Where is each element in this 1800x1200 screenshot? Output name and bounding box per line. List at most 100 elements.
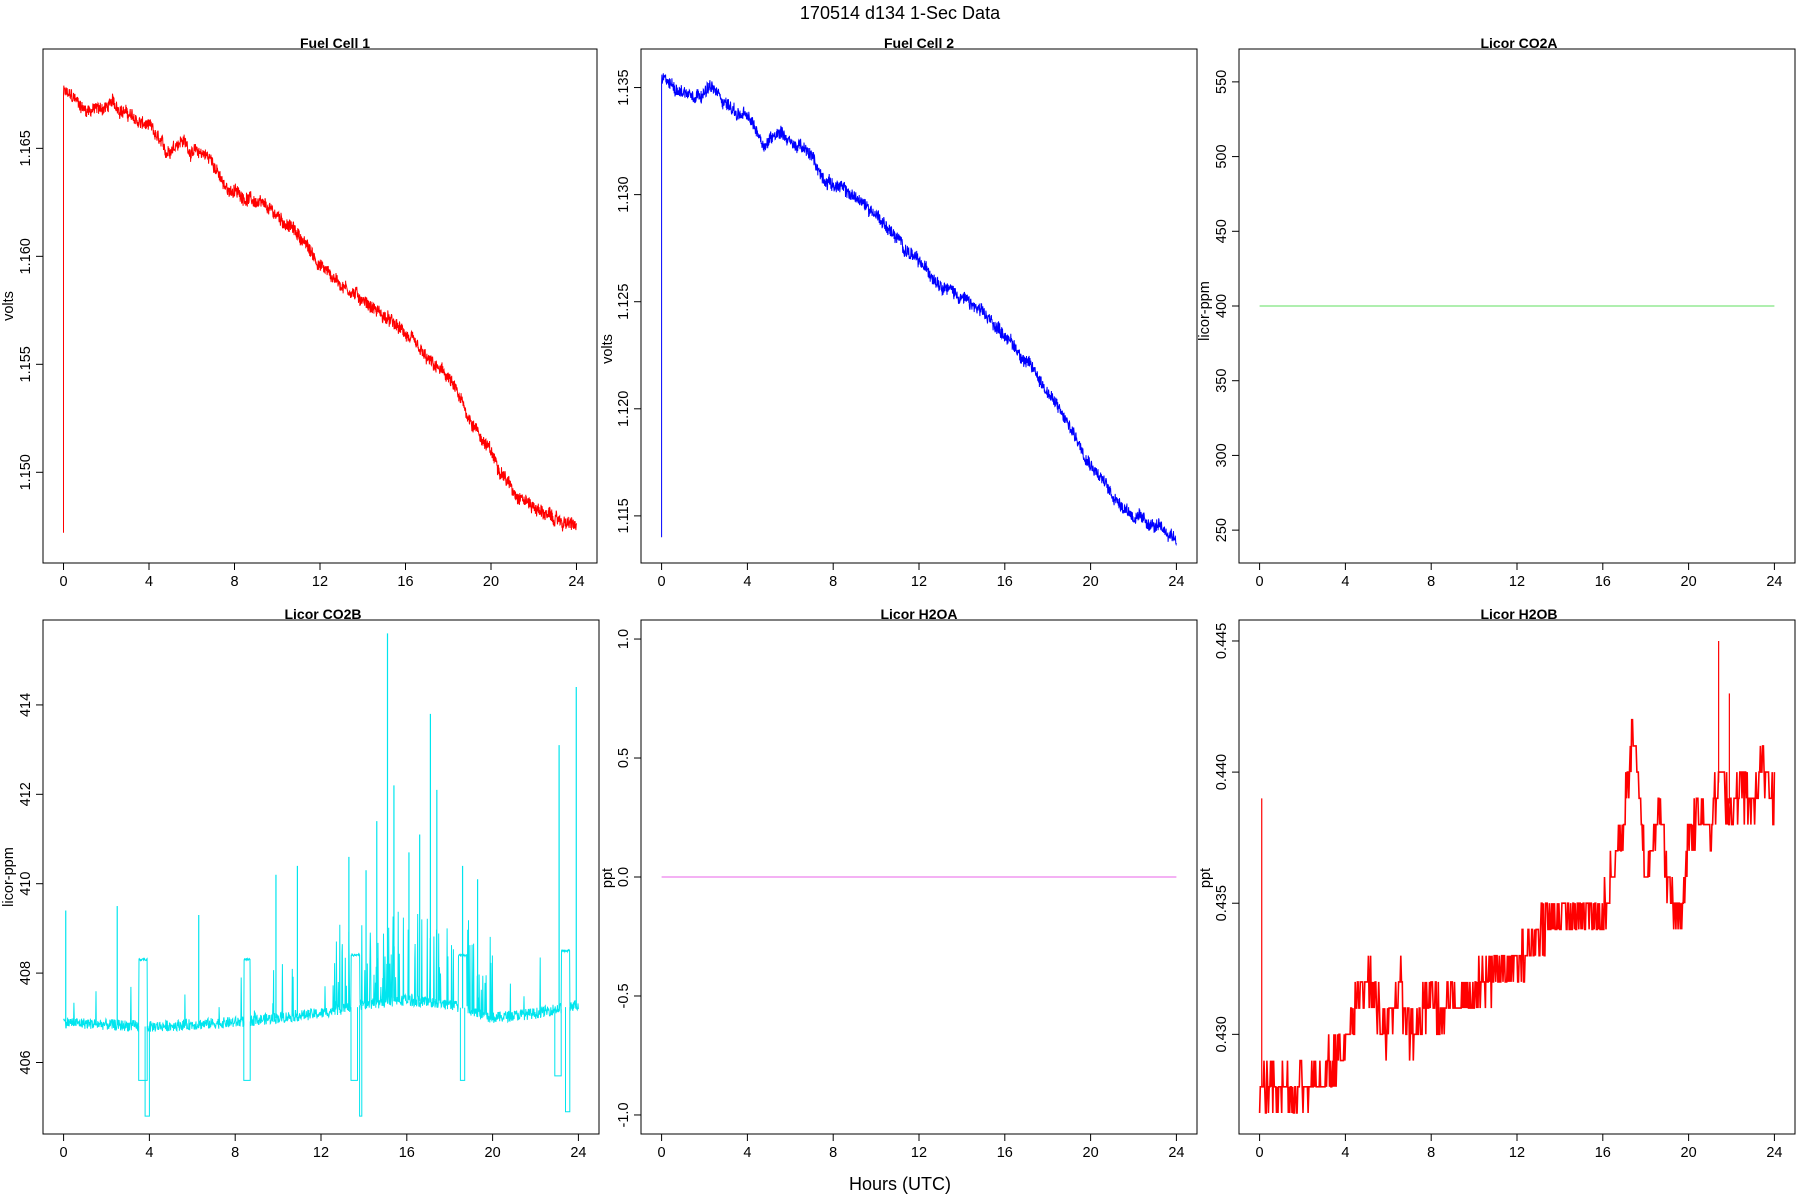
y-tick-label: 450 (1214, 219, 1230, 243)
y-tick-label: 1.130 (616, 176, 632, 212)
y-tick-label: 300 (1214, 443, 1230, 467)
x-tick-label: 24 (1168, 1145, 1184, 1161)
panel-title: Licor H2OA (880, 606, 957, 622)
dip (350, 1007, 358, 1081)
dip (243, 1021, 251, 1081)
y-tick-label: 500 (1214, 144, 1230, 168)
dip (565, 1007, 571, 1113)
y-tick-label: 1.135 (616, 69, 632, 105)
y-tick-label: 410 (18, 872, 34, 896)
y-tick-label: 1.165 (18, 130, 34, 166)
x-tick-label: 0 (1256, 1145, 1264, 1161)
x-tick-label: 4 (1341, 574, 1349, 590)
plot-frame (42, 48, 598, 564)
x-tick-label: 8 (231, 1145, 239, 1161)
x-tick-label: 0 (658, 1145, 666, 1161)
y-tick-label: 350 (1214, 369, 1230, 393)
y-tick-label: 408 (18, 961, 34, 985)
x-tick-label: 12 (911, 574, 927, 590)
plot-frame (640, 48, 1198, 564)
y-axis-label: volts (600, 334, 616, 364)
panel-licor-h2oa: Licor H2OA ppt 0 4 8 12 16 20 24 -1.0 -0.5 0.0 0.5… (600, 606, 1198, 1161)
y-tick-label: 550 (1214, 70, 1230, 94)
y-tick-label: 1.115 (616, 498, 632, 533)
y-tick-label: 406 (18, 1050, 34, 1074)
dip (554, 1009, 562, 1077)
y-tick-label: 0.440 (1214, 754, 1230, 790)
plot-area (1258, 640, 1776, 1114)
x-tick-label: 12 (312, 574, 328, 590)
x-tick-label: 20 (1083, 1145, 1099, 1161)
x-tick-label: 12 (911, 1145, 927, 1161)
y-tick-label: 0.435 (1214, 885, 1230, 921)
y-tick-label: 0.445 (1214, 623, 1230, 659)
x-tick-label: 4 (743, 1145, 751, 1161)
y-tick-label: 1.150 (18, 454, 34, 490)
x-tick-label: 16 (397, 574, 413, 590)
plot-frame (1238, 619, 1796, 1135)
x-tick-label: 20 (1681, 1145, 1697, 1161)
x-tick-label: 20 (1083, 574, 1099, 590)
series-line (63, 85, 577, 533)
x-tick-label: 0 (658, 574, 666, 590)
x-tick-label: 12 (313, 1145, 329, 1161)
x-tick-label: 4 (145, 574, 153, 590)
y-tick-label: -0.5 (616, 983, 632, 1008)
panel-title: Fuel Cell 2 (884, 35, 954, 51)
y-tick-label: 1.120 (616, 391, 632, 427)
y-tick-label: 412 (18, 782, 34, 806)
y-tick-label: 1.155 (18, 346, 34, 382)
y-tick-label: 400 (1214, 294, 1230, 318)
plot-area (63, 85, 577, 533)
y-tick-label: 0.0 (616, 867, 632, 887)
x-tick-label: 24 (1766, 574, 1782, 590)
y-axis-label: licor-ppm (1, 847, 17, 907)
x-tick-label: 8 (829, 1145, 837, 1161)
x-tick-label: 20 (483, 574, 499, 590)
panel-title: Licor H2OB (1480, 606, 1557, 622)
x-tick-label: 12 (1509, 1145, 1525, 1161)
plot-frame (42, 619, 600, 1135)
x-tick-label: 16 (1595, 1145, 1611, 1161)
y-tick-label: 1.160 (18, 238, 34, 274)
plot-area (661, 73, 1177, 547)
y-tick-label: 0.430 (1214, 1016, 1230, 1052)
x-tick-label: 16 (399, 1145, 415, 1161)
x-tick-label: 12 (1509, 574, 1525, 590)
x-axis-label: Hours (UTC) (849, 1174, 951, 1194)
dip (359, 1005, 363, 1117)
x-tick-label: 8 (1427, 574, 1435, 590)
series-line (1258, 718, 1776, 1114)
x-tick-label: 8 (230, 574, 238, 590)
panel-title: Licor CO2B (284, 606, 361, 622)
x-tick-label: 24 (570, 1145, 586, 1161)
dip (459, 1007, 466, 1081)
panel-licor-h2ob: Licor H2OB ppt 0 4 8 12 16 20 24 0.430 0.435 0.44… (1198, 606, 1796, 1161)
x-tick-label: 24 (1766, 1145, 1782, 1161)
x-tick-label: 24 (568, 574, 584, 590)
x-tick-label: 0 (59, 574, 67, 590)
series-line (661, 73, 1177, 547)
y-axis-label: ppt (600, 868, 616, 888)
series-line (63, 911, 579, 1033)
x-tick-label: 16 (997, 574, 1013, 590)
x-tick-label: 16 (1595, 574, 1611, 590)
x-tick-label: 24 (1168, 574, 1184, 590)
y-axis-label: ppt (1198, 868, 1214, 888)
x-tick-label: 4 (145, 1145, 153, 1161)
x-tick-label: 4 (1341, 1145, 1349, 1161)
panel-fuel-cell-2: Fuel Cell 2 volts 0 4 8 12 16 20 24 1.115 1.120 1… (600, 35, 1198, 590)
x-tick-label: 20 (485, 1145, 501, 1161)
y-tick-label: 1.125 (616, 284, 632, 320)
x-tick-label: 8 (1427, 1145, 1435, 1161)
y-axis-label: volts (1, 291, 17, 321)
x-tick-label: 8 (829, 574, 837, 590)
y-axis-label: licor-ppm (1197, 281, 1213, 341)
y-tick-label: 250 (1214, 518, 1230, 542)
figure-title: 170514 d134 1-Sec Data (800, 3, 1001, 23)
x-tick-label: 0 (60, 1145, 68, 1161)
plot-area (63, 633, 579, 1117)
x-tick-label: 4 (743, 574, 751, 590)
dip (138, 1026, 148, 1081)
